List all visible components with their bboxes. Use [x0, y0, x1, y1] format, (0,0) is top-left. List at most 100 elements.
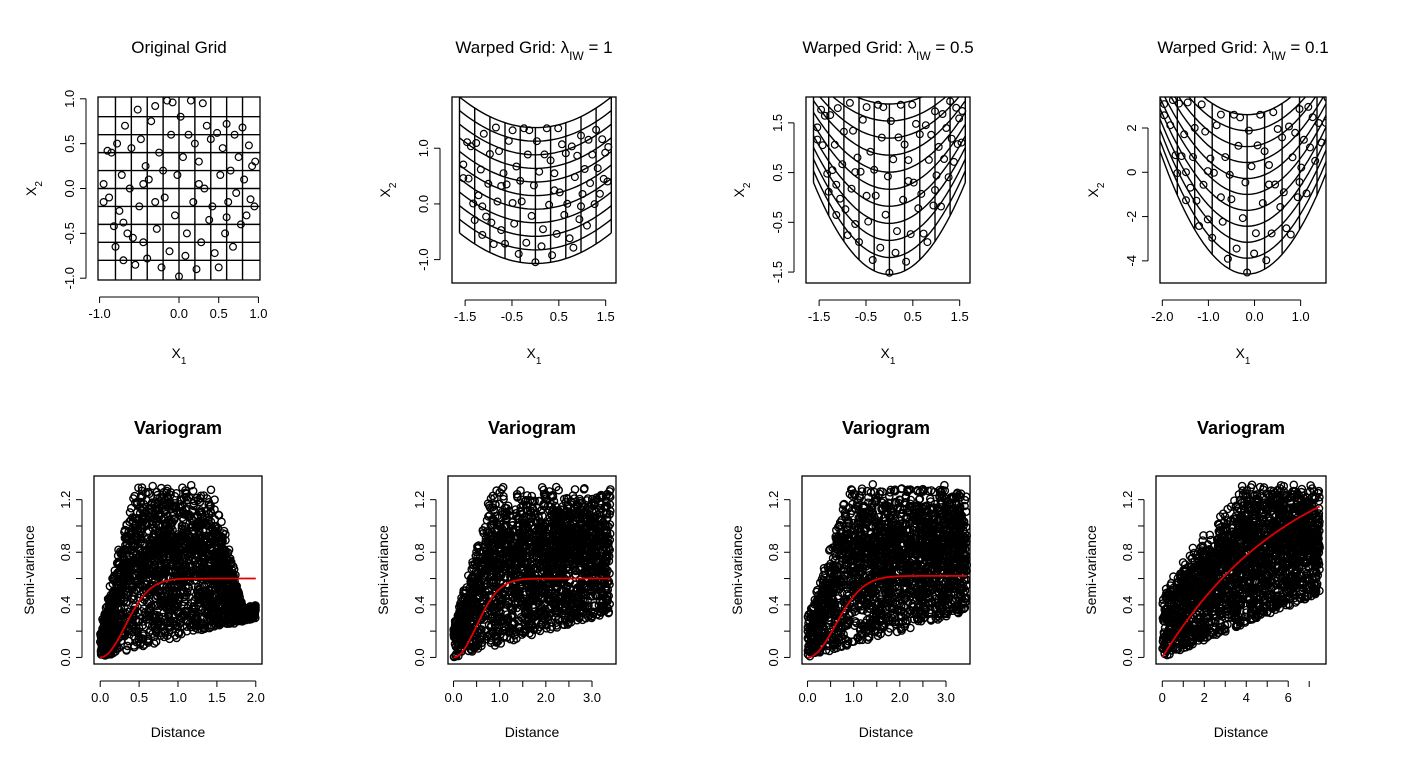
data-point: [1253, 141, 1262, 150]
plot-frame: [451, 96, 617, 284]
data-point: [813, 123, 822, 132]
chart-title: Original Grid: [131, 38, 226, 57]
data-point: [924, 155, 933, 164]
data-point: [1221, 153, 1230, 162]
data-point: [242, 211, 251, 220]
data-point: [99, 198, 108, 207]
data-point: [197, 238, 206, 247]
data-point: [479, 129, 488, 138]
data-point: [1293, 193, 1302, 202]
y-axis-label-base: X: [377, 187, 393, 197]
grid-lines: [98, 97, 260, 280]
data-point: [915, 130, 924, 139]
chart-title-main: Warped Grid: λ: [802, 38, 916, 57]
data-point: [545, 200, 554, 209]
x-axis-label-base: X: [527, 345, 537, 361]
data-point: [584, 135, 593, 144]
warped-points: [813, 97, 967, 277]
data-point: [510, 219, 519, 228]
variogram-point: [206, 485, 216, 495]
data-point: [1305, 143, 1314, 152]
x-axis-label: X1: [881, 345, 896, 367]
data-point: [1177, 152, 1186, 161]
data-point: [125, 184, 134, 193]
data-point: [1295, 104, 1304, 113]
data-point: [1223, 254, 1232, 263]
data-point: [592, 125, 601, 134]
x-tick-label: 0.0: [444, 690, 462, 705]
x-tick-label: -0.5: [855, 309, 877, 324]
data-point: [194, 180, 203, 189]
data-point: [1227, 195, 1236, 204]
data-point: [493, 197, 502, 206]
data-point: [176, 112, 185, 121]
y-axis-label: Semi-variance: [21, 525, 37, 615]
data-point: [240, 175, 249, 184]
data-point: [540, 150, 549, 159]
data-point: [1216, 193, 1225, 202]
data-point: [932, 171, 941, 180]
x-tick-label: 0.0: [1245, 309, 1263, 324]
data-point: [1171, 151, 1180, 160]
data-point: [224, 198, 233, 207]
x-tick-label: -0.5: [501, 309, 523, 324]
x-axis-label-sub: 1: [1245, 356, 1251, 367]
x-axis-label: X1: [1236, 345, 1251, 367]
data-point: [232, 189, 241, 198]
data-point: [900, 140, 909, 149]
data-point: [1251, 229, 1260, 238]
data-point: [836, 194, 845, 203]
data-point: [497, 182, 506, 191]
y-tick-label: 1.5: [770, 114, 785, 132]
chart-title-suffix: = 1: [584, 38, 613, 57]
data-point: [152, 224, 161, 233]
data-point: [218, 144, 227, 153]
x-axis-label: Distance: [151, 724, 206, 740]
data-point: [236, 220, 245, 229]
data-point: [892, 227, 901, 236]
data-point: [886, 116, 895, 125]
data-point: [823, 169, 832, 178]
chart-title-sub: IW: [569, 49, 584, 63]
y-tick-label: 1.0: [416, 139, 431, 157]
data-point: [936, 202, 945, 211]
data-point: [854, 238, 863, 247]
data-point: [234, 153, 243, 162]
data-point: [1206, 154, 1215, 163]
y-axis-label-base: X: [23, 186, 39, 196]
data-point: [952, 103, 961, 112]
data-point: [190, 139, 199, 148]
data-point: [868, 256, 877, 265]
data-point: [1256, 110, 1265, 119]
x-tick-label: 1.5: [208, 690, 226, 705]
data-point: [908, 100, 917, 109]
data-point: [171, 211, 180, 220]
data-point: [958, 106, 967, 115]
x-axis-label: X1: [172, 345, 187, 367]
variogram-points: [449, 482, 615, 662]
data-point: [934, 142, 943, 151]
data-point: [554, 124, 563, 133]
data-point: [824, 187, 833, 196]
data-point: [1238, 214, 1247, 223]
data-point: [930, 107, 939, 116]
data-point: [508, 126, 517, 135]
x-tick-label: 1.5: [951, 309, 969, 324]
data-point: [1273, 124, 1282, 133]
data-point: [1174, 99, 1183, 108]
data-point: [891, 248, 900, 257]
y-tick-label: 0.5: [770, 164, 785, 182]
data-point: [923, 238, 932, 247]
data-point: [889, 155, 898, 164]
data-point: [139, 180, 148, 189]
data-point: [107, 148, 116, 157]
y-tick-label: -0.5: [62, 222, 77, 244]
data-point: [476, 165, 485, 174]
data-point: [1295, 178, 1304, 187]
y-tick-label: 0.8: [58, 543, 73, 561]
data-point: [1299, 135, 1308, 144]
data-point: [813, 135, 822, 144]
data-point: [1308, 113, 1317, 122]
